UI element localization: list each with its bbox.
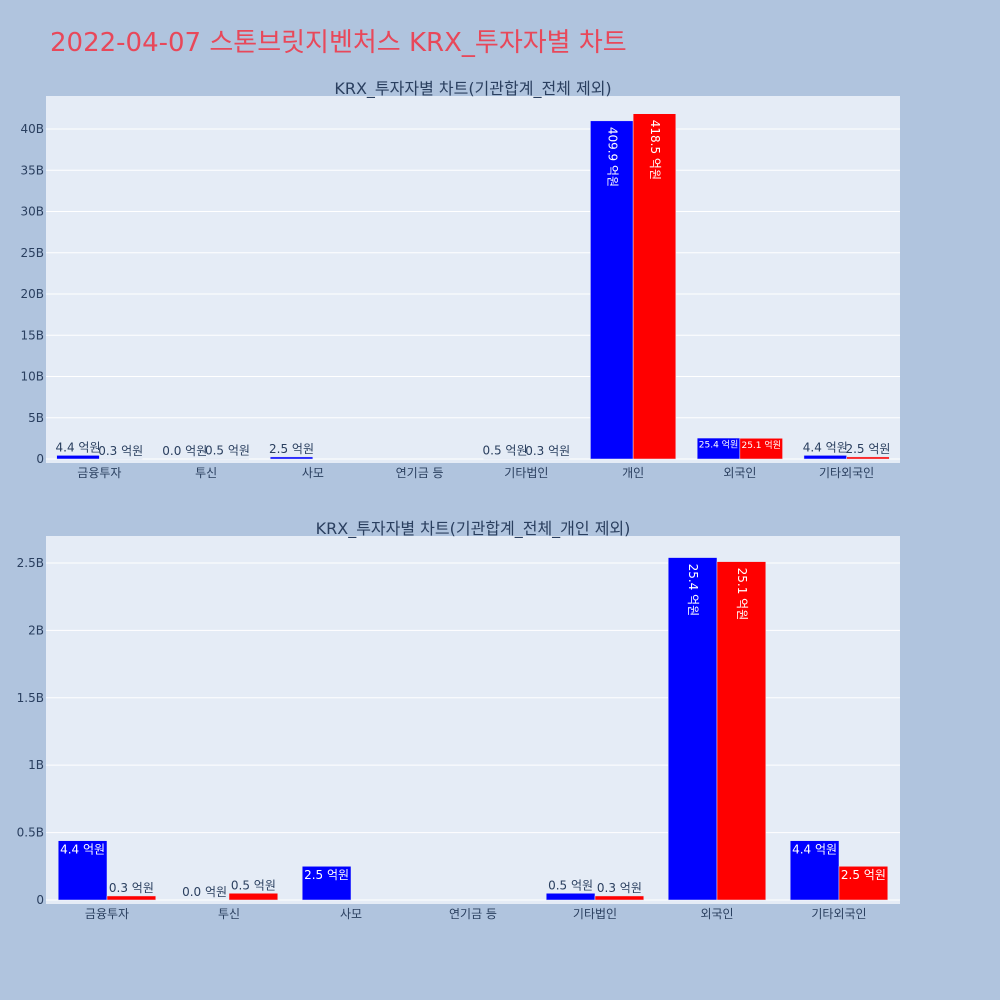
y-tick-label: 5B [28,411,44,425]
bar-label: 418.5 억원 [648,120,662,180]
bar [106,895,157,901]
bar [716,561,767,901]
bar-label: 25.4 억원 [699,439,738,451]
bar-label: 4.4 억원 [792,842,837,856]
bar-label: 25.1 억원 [741,439,780,451]
y-tick-label: 30B [20,205,44,219]
bar-label: 0.5 억원 [548,878,593,892]
bar-label: 409.9 억원 [605,127,619,187]
bar-label: 2.5 억원 [841,868,886,882]
chart-bottom: 0 0.5B 1B 1.5B 2B 2.5B KRX_투자자별 차트(기관합계_전체_개인 … [17,519,900,921]
page-title: 2022-04-07 스톤브릿지벤처스 KRX_투자자별 차트 [50,28,627,58]
y-tick-label: 10B [20,370,44,384]
bar [739,438,783,460]
y-tick-label: 0.5B [17,826,44,840]
bar [57,840,108,901]
x-tick-label: 개인 [622,466,644,480]
x-tick-label: 외국인 [700,907,733,921]
x-tick-label: 사모 [340,907,362,921]
x-tick-label: 투신 [218,907,240,921]
bar [56,455,100,460]
y-tick-label: 0 [36,893,44,907]
bar-label: 25.4 억원 [686,564,700,617]
y-tick-label: 2B [28,623,44,637]
bar-label: 4.4 억원 [803,440,848,454]
x-tick-label: 금융투자 [85,907,129,921]
y-tick-label: 35B [20,163,44,177]
y-tick-label: 25B [20,246,44,260]
bar-label: 0.3 억원 [525,444,570,458]
y-tick-label: 15B [20,328,44,342]
x-tick-label: 사모 [302,466,324,480]
bar [846,456,890,460]
y-tick-label: 40B [20,122,44,136]
x-tick-label: 기타외국인 [819,466,874,480]
bar [545,893,596,901]
chart-title: KRX_투자자별 차트(기관합계_전체 제외) [334,79,611,99]
bar-label: 4.4 억원 [60,842,105,856]
bar [301,866,352,901]
chart-title: KRX_투자자별 차트(기관합계_전체_개인 제외) [316,519,631,539]
y-tick-label: 0 [36,452,44,466]
bar [228,893,279,901]
y-tick-label: 1B [28,758,44,772]
bar-label: 2.5 억원 [304,868,349,882]
bar-label: 0.5 억원 [205,444,250,458]
bar-label: 4.4 억원 [56,440,101,454]
bar-label: 0.5 억원 [231,878,276,892]
chart-top: 0 5B 10B 15B 20B 25B 30B 35B 40B KRX_투자자별 차트(기관합계… [20,79,900,480]
y-tick-label: 20B [20,287,44,301]
bar [590,120,634,460]
bar-label: 0.3 억원 [597,881,642,895]
bar [789,840,840,901]
y-tick-label: 1.5B [17,691,44,705]
x-tick-label: 금융투자 [77,466,121,480]
bar-label: 0.5 억원 [483,444,528,458]
bar-label: 0.0 억원 [182,885,227,899]
bar-label: 2.5 억원 [845,442,890,456]
bar [632,113,677,460]
y-tick-label: 2.5B [17,556,44,570]
x-tick-label: 연기금 등 [396,466,444,480]
x-tick-label: 외국인 [723,466,756,480]
bar-label: 0.3 억원 [98,444,143,458]
bar [838,866,889,901]
bar-label: 2.5 억원 [269,442,314,456]
x-tick-label: 투신 [195,466,217,480]
bar [803,455,847,460]
x-tick-label: 연기금 등 [449,907,497,921]
plot-area [46,536,900,904]
bar-label: 25.1 억원 [735,568,749,621]
x-tick-label: 기타법인 [573,907,617,921]
bar-label: 0.3 억원 [109,881,154,895]
x-tick-label: 기타외국인 [811,907,866,921]
bar [594,895,645,901]
x-tick-label: 기타법인 [504,466,548,480]
bar-label: 0.0 억원 [162,444,207,458]
plot-area [46,96,900,463]
bar [269,456,314,460]
